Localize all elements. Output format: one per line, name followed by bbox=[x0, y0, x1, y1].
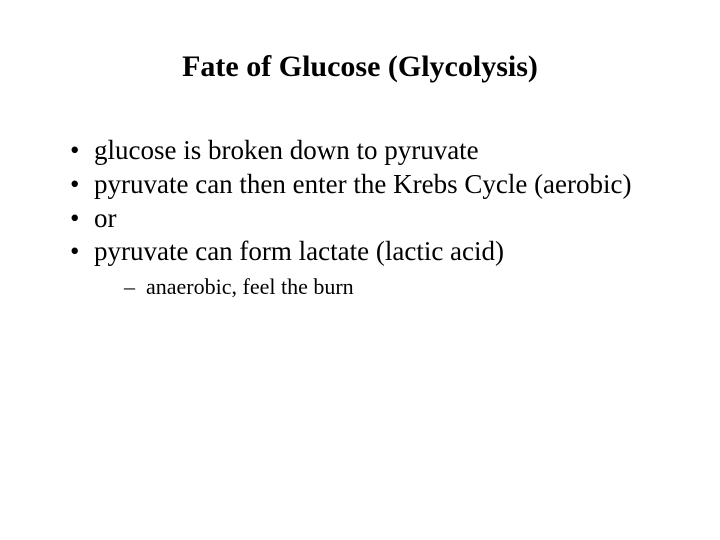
bullet-text: or bbox=[94, 203, 117, 233]
slide-title: Fate of Glucose (Glycolysis) bbox=[50, 50, 670, 84]
bullet-item: pyruvate can form lactate (lactic acid) … bbox=[70, 235, 670, 301]
bullet-item: pyruvate can then enter the Krebs Cycle … bbox=[70, 168, 670, 202]
bullet-text: pyruvate can then enter the Krebs Cycle … bbox=[94, 169, 632, 199]
bullet-text: glucose is broken down to pyruvate bbox=[94, 135, 479, 165]
sub-bullet-item: anaerobic, feel the burn bbox=[124, 273, 670, 302]
bullet-item: glucose is broken down to pyruvate bbox=[70, 134, 670, 168]
slide-container: Fate of Glucose (Glycolysis) glucose is … bbox=[0, 0, 720, 540]
bullet-item: or bbox=[70, 202, 670, 236]
sub-bullet-list: anaerobic, feel the burn bbox=[94, 273, 670, 302]
bullet-text: pyruvate can form lactate (lactic acid) bbox=[94, 236, 504, 266]
sub-bullet-text: anaerobic, feel the burn bbox=[146, 274, 354, 299]
bullet-list: glucose is broken down to pyruvate pyruv… bbox=[50, 134, 670, 302]
